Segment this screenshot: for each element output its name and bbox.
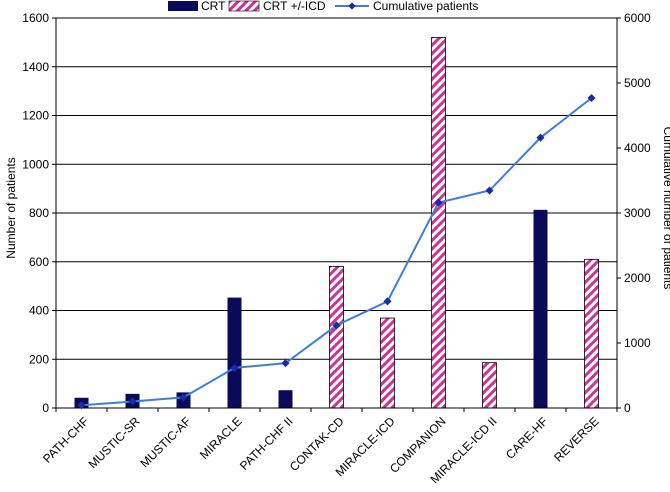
legend: CRT CRT +/-ICD Cumulative patients xyxy=(168,0,478,13)
data-point-marker xyxy=(485,186,494,195)
right-tick-label: 6000 xyxy=(624,11,651,25)
legend-label-crt: CRT xyxy=(201,0,226,13)
left-tick-label: 1600 xyxy=(22,11,49,25)
left-tick-label: 1000 xyxy=(22,157,49,171)
x-tick-label: REVERSE xyxy=(551,414,601,464)
left-axis-title: Number of patients xyxy=(4,157,18,258)
data-point-marker xyxy=(179,393,188,402)
right-axis-ticks: 0 1000 2000 3000 4000 5000 6000 xyxy=(617,11,651,415)
left-tick-label: 400 xyxy=(29,304,49,318)
right-tick-label: 3000 xyxy=(624,206,651,220)
data-point-marker xyxy=(77,401,86,410)
data-point-marker xyxy=(536,133,545,142)
bar xyxy=(380,317,395,409)
x-tick-label: MUSTIC-SR xyxy=(86,414,143,471)
bar xyxy=(227,297,242,408)
left-tick-label: 200 xyxy=(29,352,49,366)
data-point-marker xyxy=(332,321,341,330)
legend-swatch-crt xyxy=(168,1,198,11)
x-tick-label: MUSTIC-AF xyxy=(138,414,194,470)
bar xyxy=(584,258,599,409)
x-tick-label: PATH-CHF xyxy=(40,414,92,466)
data-point-marker xyxy=(230,363,239,372)
x-tick-label: MIRACLE xyxy=(197,414,245,462)
data-point-marker xyxy=(587,93,596,103)
x-tick-label: CARE-HF xyxy=(503,414,551,462)
data-point-marker xyxy=(434,198,443,207)
right-tick-label: 1000 xyxy=(624,336,651,350)
legend-marker-cumulative xyxy=(348,2,356,10)
bar xyxy=(329,265,344,409)
data-point-marker xyxy=(281,359,290,368)
data-point-marker xyxy=(128,397,137,406)
bar xyxy=(482,362,497,409)
left-tick-label: 800 xyxy=(29,206,49,220)
left-tick-label: 600 xyxy=(29,255,49,269)
legend-label-cumulative: Cumulative patients xyxy=(373,0,478,13)
left-tick-label: 0 xyxy=(42,401,49,415)
right-tick-label: 4000 xyxy=(624,141,651,155)
bar xyxy=(533,209,548,408)
right-tick-label: 2000 xyxy=(624,271,651,285)
left-axis-ticks: 0 200 400 600 800 1000 1200 1400 1600 xyxy=(22,11,56,415)
right-tick-label: 5000 xyxy=(624,76,651,90)
right-axis-title: Cumulative number of patients xyxy=(661,127,670,290)
bar xyxy=(278,390,293,408)
right-tick-label: 0 xyxy=(624,401,631,415)
data-point-marker xyxy=(383,297,392,306)
cumulative-line-series xyxy=(77,93,596,410)
left-tick-label: 1200 xyxy=(22,109,49,123)
legend-label-crt-icd: CRT +/-ICD xyxy=(263,0,326,13)
legend-swatch-crt-icd xyxy=(228,0,260,12)
bar xyxy=(431,37,446,409)
bars xyxy=(74,37,599,409)
left-tick-label: 1400 xyxy=(22,60,49,74)
gridlines xyxy=(56,17,617,360)
